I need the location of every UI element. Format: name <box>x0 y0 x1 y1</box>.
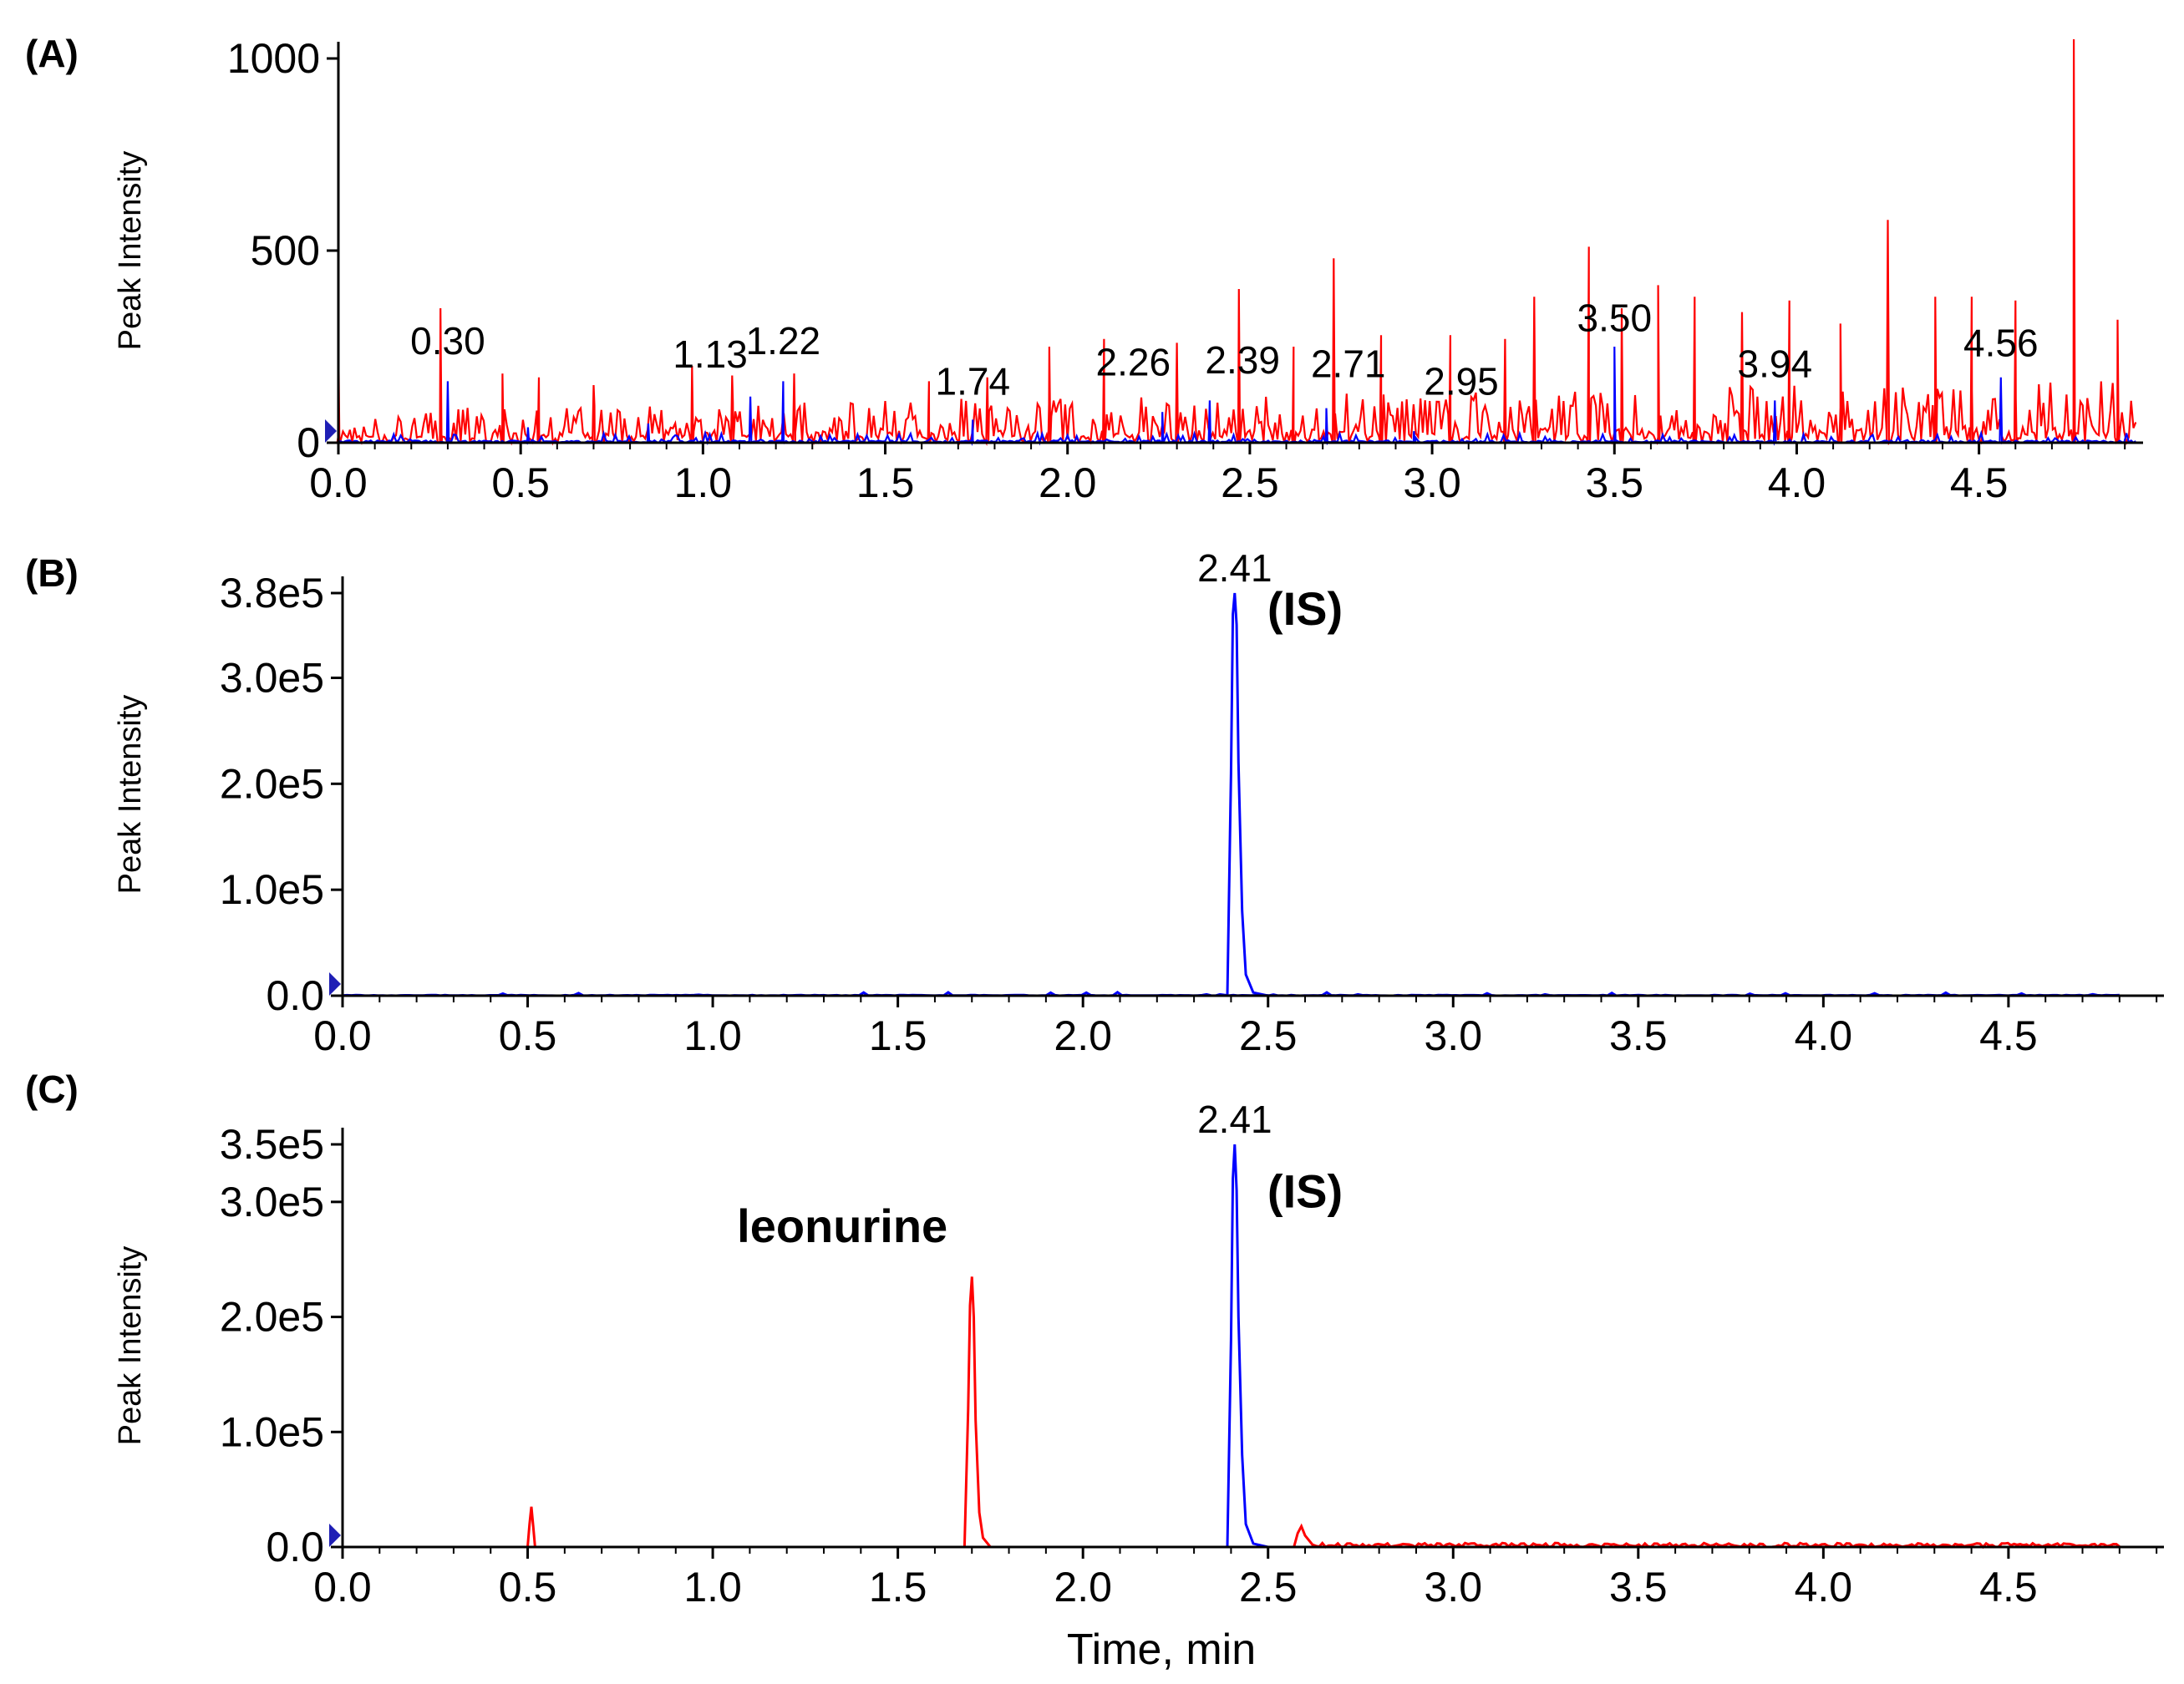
y-tick-label: 3.0e5 <box>220 1179 324 1225</box>
x-tick-label: 4.0 <box>1795 1012 1853 1059</box>
series-line-1 <box>1083 1144 2120 1549</box>
x-tick-label: 0.5 <box>491 459 550 506</box>
x-tick-label: 1.5 <box>856 459 915 506</box>
y-tick-label: 0 <box>297 419 320 466</box>
x-tick-label: 4.0 <box>1795 1564 1853 1610</box>
x-tick-label: 3.0 <box>1403 459 1461 506</box>
y-tick-label: 1.0e5 <box>220 866 324 913</box>
x-tick-label: 1.0 <box>683 1564 742 1610</box>
x-tick-label: 3.0 <box>1425 1564 1483 1610</box>
series-line-0 <box>343 1276 2121 1550</box>
annotation-label: (IS) <box>1267 1165 1343 1218</box>
y-tick-label: 0.0 <box>266 972 324 1019</box>
peak-label: 2.95 <box>1424 359 1499 403</box>
baseline-marker-icon <box>325 419 337 443</box>
x-tick-label: 4.5 <box>1979 1564 2038 1610</box>
annotation-label: leonurine <box>737 1200 947 1252</box>
y-tick-label: 2.0e5 <box>220 760 324 807</box>
peak-label: 1.74 <box>936 359 1011 403</box>
x-tick-label: 2.5 <box>1221 459 1279 506</box>
series-line-0 <box>336 38 2137 446</box>
y-tick-label: 3.0e5 <box>220 654 324 701</box>
y-axis-label: Peak Intensity <box>113 1246 148 1446</box>
x-tick-label: 2.5 <box>1239 1012 1298 1059</box>
y-tick-label: 1.0e5 <box>220 1408 324 1455</box>
peak-label: 2.41 <box>1197 1098 1272 1141</box>
x-tick-label: 2.0 <box>1054 1012 1112 1059</box>
y-tick-label: 3.5e5 <box>220 1121 324 1168</box>
y-tick-label: 2.0e5 <box>220 1294 324 1341</box>
annotation-label: (IS) <box>1267 582 1343 635</box>
x-tick-label: 4.5 <box>1950 459 2009 506</box>
chart-panel-2: (C) Peak Intensity 0.0 0.5 1.0 1.5 2.0 2.5 3.0 3.… <box>25 1068 2164 1674</box>
x-tick-label: 2.5 <box>1239 1564 1298 1610</box>
y-axis-label: Peak Intensity <box>113 151 148 351</box>
y-axis-label: Peak Intensity <box>113 695 148 895</box>
chart-panel-0: (A) Peak Intensity 0.0 0.5 1.0 1.5 2.0 2.5 3.0 3.… <box>25 32 2143 506</box>
chart-panel-1: (B) Peak Intensity 0.0 0.5 1.0 1.5 2.0 2.5 3.0 3.… <box>25 546 2164 1059</box>
x-tick-label: 3.5 <box>1586 459 1644 506</box>
x-tick-label: 0.5 <box>499 1564 557 1610</box>
x-tick-label: 4.0 <box>1768 459 1826 506</box>
series-line-0 <box>1083 592 2120 997</box>
peak-label: 2.41 <box>1197 546 1272 590</box>
y-tick-label: 3.8e5 <box>220 570 324 616</box>
panel-label: (C) <box>25 1068 79 1111</box>
x-tick-label: 3.5 <box>1609 1012 1668 1059</box>
peak-label: 4.56 <box>1963 321 2039 364</box>
peak-label: 2.39 <box>1205 338 1280 382</box>
panel-label: (A) <box>25 32 79 75</box>
peak-label: 1.13 <box>673 332 748 376</box>
x-tick-label: 0.5 <box>499 1012 557 1059</box>
x-tick-label: 0.0 <box>313 1012 372 1059</box>
peak-label: 3.94 <box>1738 342 1813 386</box>
peak-label: 0.30 <box>410 319 485 363</box>
x-tick-label: 1.0 <box>683 1012 742 1059</box>
y-tick-label: 0.0 <box>266 1524 324 1570</box>
baseline-marker-icon <box>329 972 341 996</box>
x-tick-label: 2.0 <box>1054 1564 1112 1610</box>
y-tick-label: 500 <box>251 227 320 274</box>
peak-label: 2.26 <box>1096 340 1171 383</box>
baseline-marker-icon <box>329 1524 341 1547</box>
x-tick-label: 1.5 <box>869 1012 927 1059</box>
peak-label: 3.50 <box>1577 296 1653 339</box>
x-tick-label: 0.0 <box>309 459 368 506</box>
x-tick-label: 3.0 <box>1425 1012 1483 1059</box>
x-tick-label: 1.5 <box>869 1564 927 1610</box>
x-axis-label: Time, min <box>1067 1626 1256 1674</box>
x-tick-label: 3.5 <box>1609 1564 1668 1610</box>
panel-label: (B) <box>25 551 79 595</box>
x-tick-label: 0.0 <box>313 1564 372 1610</box>
peak-label: 1.22 <box>746 319 821 363</box>
peak-label: 2.71 <box>1311 342 1386 386</box>
x-tick-label: 4.5 <box>1979 1012 2038 1059</box>
x-tick-label: 2.0 <box>1039 459 1097 506</box>
x-tick-label: 1.0 <box>674 459 733 506</box>
y-tick-label: 1000 <box>227 35 320 82</box>
